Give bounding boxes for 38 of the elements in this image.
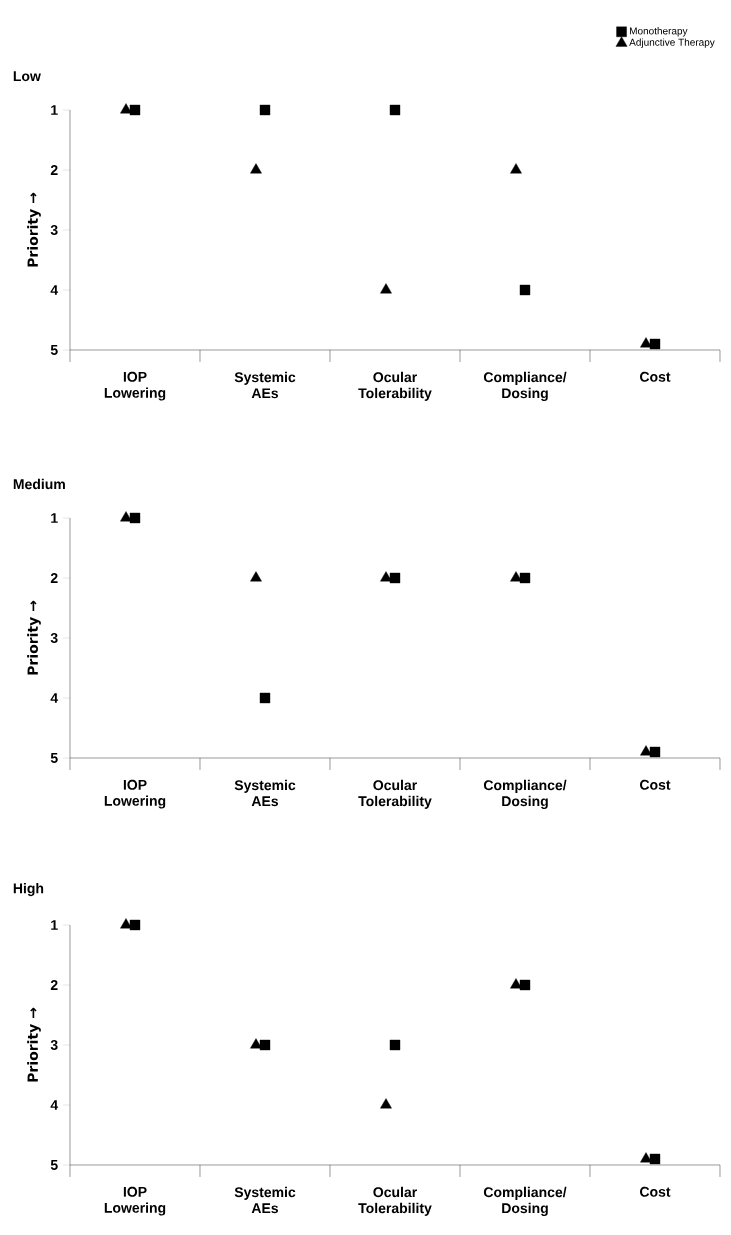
x-tick-label: Ocular Tolerability: [358, 779, 432, 809]
y-tick-label: 3: [50, 225, 58, 235]
x-tick-label: IOP Lowering: [104, 1186, 166, 1216]
y-tick-label: 4: [50, 285, 59, 295]
x-tick-label: Compliance/ Dosing: [483, 779, 567, 809]
y-tick-label: 1: [51, 513, 58, 523]
x-tick-label: IOP Lowering: [104, 371, 166, 401]
y-tick-label: 1: [51, 105, 58, 115]
y-tick-label: 4: [50, 693, 59, 703]
x-tick-label: Compliance/ Dosing: [483, 1186, 567, 1216]
x-tick-label: IOP Lowering: [104, 779, 166, 809]
chart-title: Low: [13, 71, 41, 82]
y-tick-label: 2: [50, 573, 58, 583]
x-tick-label: Cost: [640, 779, 671, 790]
legend-label: Adjunctive Therapy: [629, 38, 715, 48]
chart-title: High: [13, 883, 44, 897]
y-tick-label: 5: [50, 345, 58, 355]
x-tick-label: Ocular Tolerability: [358, 371, 432, 401]
legend-label: Monotherapy: [630, 27, 688, 37]
x-tick-label: Systemic AEs: [234, 779, 296, 807]
x-tick-label: Systemic AEs: [234, 371, 296, 399]
x-tick-label: Compliance/ Dosing: [483, 371, 567, 401]
x-tick-label: Cost: [640, 371, 671, 382]
y-tick-label: 3: [50, 1040, 58, 1050]
y-tick-label: 2: [50, 980, 58, 990]
x-tick-label: Systemic AEs: [234, 1186, 296, 1214]
x-tick-label: Ocular Tolerability: [358, 1186, 432, 1216]
y-tick-label: 5: [50, 753, 58, 763]
y-tick-label: 1: [51, 920, 58, 930]
y-tick-label: 4: [50, 1100, 59, 1110]
y-tick-label: 5: [50, 1160, 58, 1170]
y-axis-title: Priority →: [27, 1007, 41, 1082]
y-tick-label: 2: [50, 165, 58, 175]
x-tick-label: Cost: [640, 1186, 671, 1197]
y-tick-label: 3: [50, 633, 58, 643]
chart-title: Medium: [13, 478, 65, 490]
y-axis-title: Priority →: [27, 600, 41, 675]
y-axis-title: Priority →: [27, 192, 41, 267]
